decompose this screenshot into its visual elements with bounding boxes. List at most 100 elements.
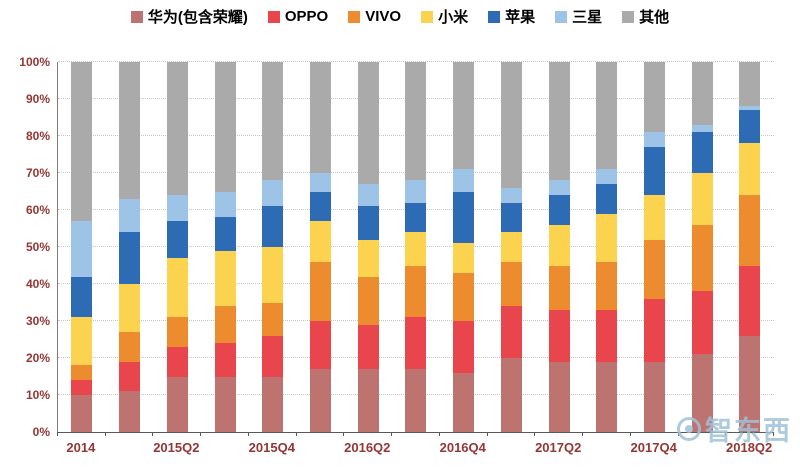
bar-2017Q4: [643, 62, 665, 432]
x-axis-label: [582, 440, 630, 455]
y-axis-tick-label: 90%: [25, 92, 50, 106]
segment-小米-2015Q2: [166, 258, 188, 318]
bar-2015Q3: [214, 62, 236, 432]
legend-swatch-icon: [421, 10, 434, 23]
segment-VIVO-2018Q2: [739, 195, 761, 266]
y-axis-tick-label: 60%: [25, 203, 50, 217]
segment-苹果-2015Q4: [262, 206, 284, 248]
segment-OPPO-2017Q2: [548, 309, 570, 362]
segment-三星-2017Q3: [596, 169, 618, 185]
segment-其他-2014: [71, 62, 93, 222]
legend-swatch-icon: [348, 10, 361, 23]
segment-苹果-2015Q3: [214, 217, 236, 251]
segment-小米-2018Q2: [739, 143, 761, 196]
y-axis-tick-label: 70%: [25, 166, 50, 180]
segment-VIVO-2017Q2: [548, 265, 570, 310]
segment-苹果-2014: [71, 276, 93, 318]
x-axis-ticks: [57, 432, 774, 436]
segment-苹果-2015Q1: [119, 232, 141, 285]
bar-2014: [71, 62, 93, 432]
segment-其他-2016Q4: [453, 62, 475, 170]
segment-苹果-2017Q2: [548, 195, 570, 225]
segment-OPPO-2016Q4: [453, 321, 475, 373]
segment-小米-2016Q1: [309, 221, 331, 262]
segment-VIVO-2017Q3: [596, 261, 618, 310]
x-axis-tick: [773, 432, 774, 436]
legend-item-3: VIVO: [348, 8, 401, 25]
y-axis-tick-label: 10%: [25, 388, 50, 402]
bars-container: [58, 62, 774, 432]
segment-三星-2016Q1: [309, 173, 331, 192]
x-axis-label: [487, 440, 535, 455]
legend-label: VIVO: [365, 8, 402, 25]
segment-三星-2018Q1: [691, 124, 713, 133]
legend-label: 小米: [438, 9, 469, 26]
segment-VIVO-2016Q3: [405, 265, 427, 318]
legend-label: 苹果: [505, 9, 536, 26]
segment-VIVO-2017Q1: [500, 261, 522, 307]
bar-2016Q3: [405, 62, 427, 432]
segment-OPPO-2014: [71, 380, 93, 395]
segment-其他-2017Q2: [548, 62, 570, 181]
segment-VIVO-2018Q1: [691, 224, 713, 292]
segment-小米-2017Q1: [500, 232, 522, 262]
segment-其他-2015Q4: [262, 62, 284, 181]
segment-VIVO-2015Q4: [262, 302, 284, 336]
segment-小米-2015Q3: [214, 250, 236, 307]
x-axis-label: 2014: [66, 440, 96, 455]
legend-label: OPPO: [284, 8, 329, 25]
x-axis-tick: [391, 432, 393, 436]
segment-OPPO-2017Q1: [500, 306, 522, 358]
x-axis-tick: [486, 432, 488, 436]
legend-label: 三星: [572, 9, 603, 26]
x-axis-tick: [200, 432, 202, 436]
bar-2015Q4: [262, 62, 284, 432]
legend-swatch-icon: [488, 10, 501, 23]
segment-其他-2015Q3: [214, 62, 236, 192]
segment-其他-2015Q1: [119, 62, 141, 199]
bar-2015Q2: [166, 62, 188, 432]
segment-华为(包含荣耀)-2017Q4: [643, 361, 665, 432]
segment-小米-2015Q4: [262, 247, 284, 303]
segment-小米-2017Q3: [596, 213, 618, 262]
segment-三星-2015Q3: [214, 191, 236, 218]
segment-其他-2017Q3: [596, 62, 618, 170]
segment-其他-2016Q2: [357, 62, 379, 185]
x-axis-tick: [343, 432, 345, 436]
segment-小米-2016Q2: [357, 239, 379, 277]
segment-VIVO-2015Q2: [166, 317, 188, 347]
x-axis-tick: [152, 432, 154, 436]
watermark-logo-icon: [677, 416, 701, 441]
segment-苹果-2016Q3: [405, 202, 427, 233]
x-axis-tick: [295, 432, 297, 436]
y-axis-tick-label: 40%: [25, 277, 50, 291]
segment-华为(包含荣耀)-2017Q2: [548, 361, 570, 432]
segment-VIVO-2016Q1: [309, 261, 331, 322]
segment-苹果-2017Q4: [643, 147, 665, 196]
segment-OPPO-2015Q2: [166, 346, 188, 377]
segment-华为(包含荣耀)-2015Q4: [262, 376, 284, 432]
y-axis-tick-label: 30%: [25, 314, 50, 328]
bar-2016Q4: [453, 62, 475, 432]
watermark-text: 智东西: [705, 416, 792, 446]
segment-小米-2015Q1: [119, 284, 141, 333]
segment-其他-2016Q3: [405, 62, 427, 181]
segment-其他-2017Q1: [500, 62, 522, 188]
segment-三星-2017Q1: [500, 187, 522, 203]
x-axis-tick: [725, 432, 727, 436]
segment-苹果-2015Q2: [166, 221, 188, 259]
segment-华为(包含荣耀)-2016Q2: [357, 369, 379, 432]
segment-苹果-2018Q2: [739, 110, 761, 144]
y-axis-tick-label: 50%: [25, 240, 50, 254]
segment-小米-2018Q1: [691, 173, 713, 225]
x-axis-label: 2017Q2: [535, 440, 582, 455]
x-axis-tick: [57, 432, 58, 436]
segment-OPPO-2017Q4: [643, 298, 665, 362]
segment-小米-2014: [71, 317, 93, 366]
x-axis-label: 2017Q4: [630, 440, 677, 455]
x-axis-label: 2015Q2: [153, 440, 200, 455]
watermark: 智东西: [677, 409, 792, 448]
y-axis-tick-label: 100%: [19, 55, 50, 69]
segment-VIVO-2017Q4: [643, 239, 665, 299]
